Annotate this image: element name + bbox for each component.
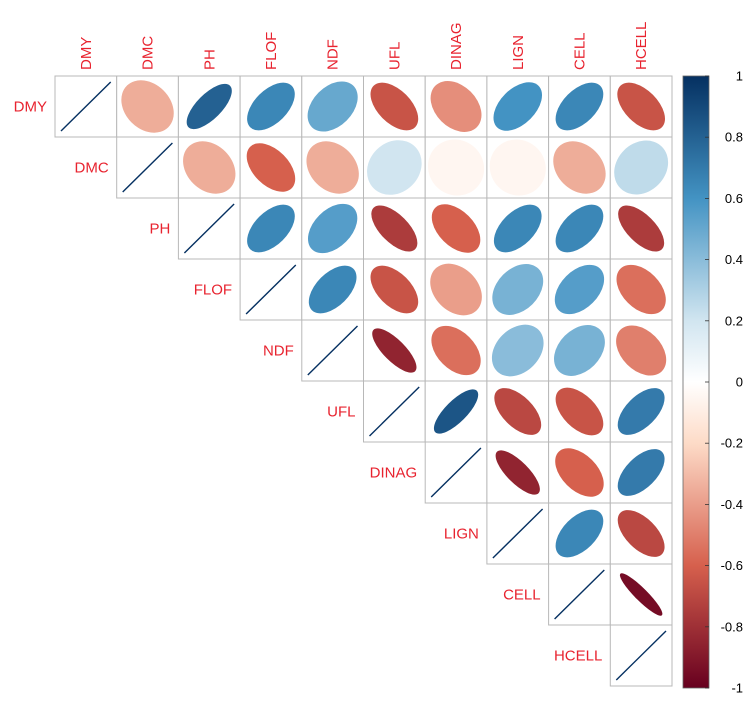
diag-line-UFL [369, 386, 420, 437]
ellipse-FLOF-LIGN [492, 264, 544, 315]
ellipse-PH-UFL [371, 205, 418, 252]
colorbar-tick-label: 0.4 [725, 252, 743, 267]
ellipse-CELL-HCELL [619, 573, 663, 616]
ellipse-DMC-UFL [367, 140, 422, 195]
colorbar-tick-label: 0.2 [725, 313, 743, 328]
ellipse-DINAG-CELL [555, 448, 604, 497]
colorbar-tick-label: -0.6 [721, 558, 743, 573]
ellipse-DMC-LIGN [489, 139, 546, 196]
ellipse-DMY-FLOF [247, 82, 295, 131]
ellipse-DMY-HCELL [617, 82, 665, 131]
col-label-PH: PH [201, 49, 218, 70]
row-label-DINAG: DINAG [370, 465, 418, 482]
col-label-LIGN: LIGN [510, 35, 527, 70]
ellipse-PH-NDF [307, 203, 358, 254]
ellipse-FLOF-UFL [370, 265, 419, 314]
col-label-DMC: DMC [140, 36, 157, 70]
diag-line-DINAG [430, 447, 482, 498]
ellipse-DMC-NDF [306, 141, 359, 194]
ellipse-DMC-FLOF [246, 143, 296, 192]
ellipse-DMY-LIGN [493, 82, 543, 131]
row-label-HCELL: HCELL [554, 648, 602, 665]
ellipse-DMY-PH [186, 83, 232, 130]
diag-line-NDF [307, 325, 358, 376]
ellipse-NDF-UFL [372, 328, 417, 373]
variable-labels: DMY DMC PH FLOF NDF UFL DINAG LIGN CELL HCELL DMY D… [14, 22, 650, 665]
colorbar-tick-label: -0.8 [721, 619, 743, 634]
ellipse-UFL-HCELL [617, 388, 665, 435]
ellipse-UFL-DINAG [433, 389, 479, 434]
row-label-DMY: DMY [14, 99, 47, 116]
colorbar-tick-label: 0.8 [725, 130, 743, 145]
ellipse-DINAG-LIGN [495, 450, 540, 495]
colorbar-gradient [682, 75, 710, 689]
col-label-CELL: CELL [571, 32, 588, 70]
ellipse-DMC-PH [183, 141, 236, 194]
row-label-LIGN: LIGN [444, 526, 479, 543]
ellipse-DMY-CELL [555, 82, 604, 131]
ellipse-NDF-LIGN [491, 324, 544, 377]
ellipse-FLOF-HCELL [616, 264, 666, 315]
col-label-DMY: DMY [78, 37, 95, 70]
col-label-HCELL: HCELL [633, 22, 650, 70]
diag-line-DMC [122, 142, 173, 193]
ellipse-FLOF-DINAG [430, 263, 482, 316]
diag-line-CELL [554, 569, 605, 620]
col-label-UFL: UFL [386, 42, 403, 70]
diag-line-LIGN [492, 508, 544, 559]
diag-line-DMY [60, 81, 112, 132]
ellipse-UFL-CELL [555, 387, 604, 436]
row-label-PH: PH [150, 221, 171, 238]
ellipse-NDF-CELL [554, 325, 605, 376]
col-label-FLOF: FLOF [263, 32, 280, 70]
ellipse-FLOF-NDF [308, 265, 357, 314]
ellipse-DMC-DINAG [427, 139, 485, 196]
ellipse-DMC-CELL [553, 141, 606, 194]
row-label-UFL: UFL [327, 404, 355, 421]
ellipse-DMY-DINAG [430, 81, 482, 132]
correlation-ellipses [60, 80, 669, 681]
colorbar-tick-label: 0 [736, 375, 743, 390]
row-label-CELL: CELL [503, 587, 541, 604]
ellipse-DINAG-HCELL [617, 449, 665, 496]
ellipse-PH-FLOF [247, 204, 295, 253]
ellipse-DMC-HCELL [614, 140, 669, 195]
diag-line-FLOF [245, 264, 297, 315]
ellipse-DMY-NDF [307, 81, 358, 132]
diag-line-HCELL [615, 630, 667, 681]
row-label-DMC: DMC [75, 160, 109, 177]
ellipse-NDF-DINAG [431, 325, 481, 376]
ellipse-DMY-DMC [121, 80, 174, 133]
colorbar-tick-label: 1 [736, 69, 743, 84]
ellipse-LIGN-HCELL [617, 510, 665, 557]
diag-line-PH [183, 203, 235, 254]
ellipse-PH-HCELL [618, 205, 665, 252]
colorbar-tick-label: -0.2 [721, 436, 743, 451]
ellipse-LIGN-CELL [555, 509, 604, 558]
col-label-NDF: NDF [325, 39, 342, 70]
ellipse-UFL-LIGN [494, 388, 542, 435]
ellipse-PH-LIGN [493, 204, 542, 253]
colorbar-tick-label: -0.4 [721, 497, 743, 512]
ellipse-PH-DINAG [431, 204, 481, 253]
ellipse-PH-CELL [555, 204, 604, 253]
ellipse-NDF-HCELL [616, 325, 667, 376]
row-label-NDF: NDF [263, 343, 294, 360]
row-label-FLOF: FLOF [194, 282, 232, 299]
ellipse-DMY-UFL [370, 82, 419, 131]
colorbar: 1 0.8 0.6 0.4 0.2 0 -0.2 -0.4 -0.6 -0.8 -1 [682, 69, 743, 696]
col-label-DINAG: DINAG [448, 22, 465, 70]
ellipse-FLOF-CELL [554, 264, 605, 315]
colorbar-tick-label: -1 [731, 681, 743, 696]
colorbar-tick-label: 0.6 [725, 191, 743, 206]
